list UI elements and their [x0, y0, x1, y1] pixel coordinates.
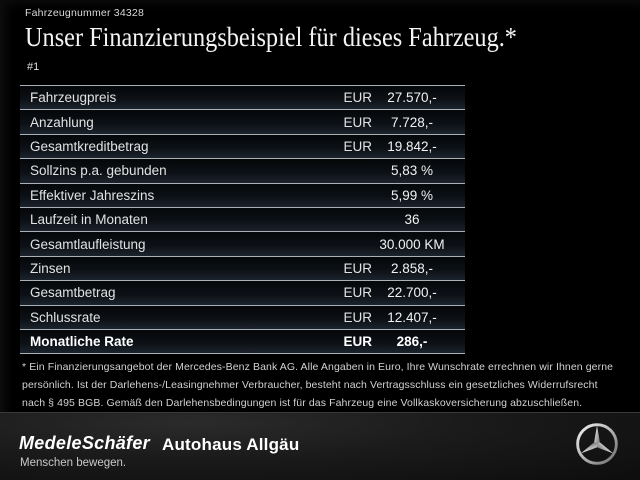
table-row-anzahlung: Anzahlung EUR 7.728,- — [20, 109, 465, 134]
row-value: 19.842,- — [387, 138, 437, 154]
table-row-monatliche-rate: Monatliche Rate EUR 286,- — [20, 328, 465, 354]
row-currency: EUR — [343, 285, 372, 301]
dealer-tagline: Menschen bewegen. — [20, 457, 127, 469]
row-value: 36 — [404, 212, 420, 228]
dealer-name-secondary: Autohaus Allgäu — [162, 435, 300, 454]
table-row-fahrzeugpreis: Fahrzeugpreis EUR 27.570,- — [20, 85, 465, 110]
row-currency: EUR — [343, 114, 372, 130]
mercedes-star-icon — [576, 423, 618, 465]
finance-table: Fahrzeugpreis EUR 27.570,- Anzahlung EUR… — [20, 85, 465, 355]
row-value: 12.407,- — [387, 309, 437, 325]
legal-footnote: * Ein Finanzierungsangebot der Mercedes-… — [22, 361, 614, 409]
example-index: #1 — [27, 61, 40, 73]
row-label: Gesamtbetrag — [30, 285, 116, 301]
row-value: 286,- — [396, 334, 428, 350]
dealer-footer: MedeleSchäfer Menschen bewegen. Autohaus… — [0, 412, 640, 480]
row-value: 5,99 % — [390, 187, 434, 203]
row-currency: EUR — [343, 334, 372, 350]
row-value: 7.728,- — [390, 114, 434, 130]
row-value: 30.000 KM — [379, 236, 445, 252]
dealer-logo: MedeleSchäfer — [19, 433, 150, 453]
row-currency: EUR — [343, 90, 372, 106]
vehicle-number: Fahrzeugnummer 34328 — [25, 7, 144, 19]
row-label: Sollzins p.a. gebunden — [30, 163, 167, 179]
table-row-gesamtbetrag: Gesamtbetrag EUR 22.700,- — [20, 280, 465, 305]
row-currency: EUR — [343, 309, 372, 325]
row-currency: EUR — [343, 138, 372, 154]
row-label: Fahrzeugpreis — [30, 90, 117, 106]
row-value: 22.700,- — [387, 285, 437, 301]
page-title: Unser Finanzierungsbeispiel für dieses F… — [25, 22, 517, 52]
table-row-laufzeit: Laufzeit in Monaten 36 — [20, 206, 465, 232]
row-value: 5,83 % — [390, 163, 434, 179]
table-row-sollzins: Sollzins p.a. gebunden 5,83 % — [20, 158, 465, 183]
row-label: Anzahlung — [30, 114, 94, 130]
table-row-gesamtlaufleistung: Gesamtlaufleistung 30.000 KM — [20, 231, 465, 256]
table-row-zinsen: Zinsen EUR 2.858,- — [20, 255, 465, 281]
row-value: 2.858,- — [390, 260, 434, 276]
row-label: Zinsen — [30, 260, 71, 276]
table-row-schlussrate: Schlussrate EUR 12.407,- — [20, 304, 465, 329]
row-label: Schlussrate — [30, 309, 101, 325]
row-value: 27.570,- — [387, 90, 437, 106]
row-label: Laufzeit in Monaten — [30, 212, 148, 228]
row-label: Gesamtlaufleistung — [30, 236, 146, 252]
table-row-gesamtkreditbetrag: Gesamtkreditbetrag EUR 19.842,- — [20, 133, 465, 159]
row-currency: EUR — [343, 260, 372, 276]
row-label: Gesamtkreditbetrag — [30, 138, 149, 154]
row-label: Effektiver Jahreszins — [30, 187, 155, 203]
row-label: Monatliche Rate — [30, 334, 134, 350]
table-row-effektiver-jahreszins: Effektiver Jahreszins 5,99 % — [20, 182, 465, 207]
